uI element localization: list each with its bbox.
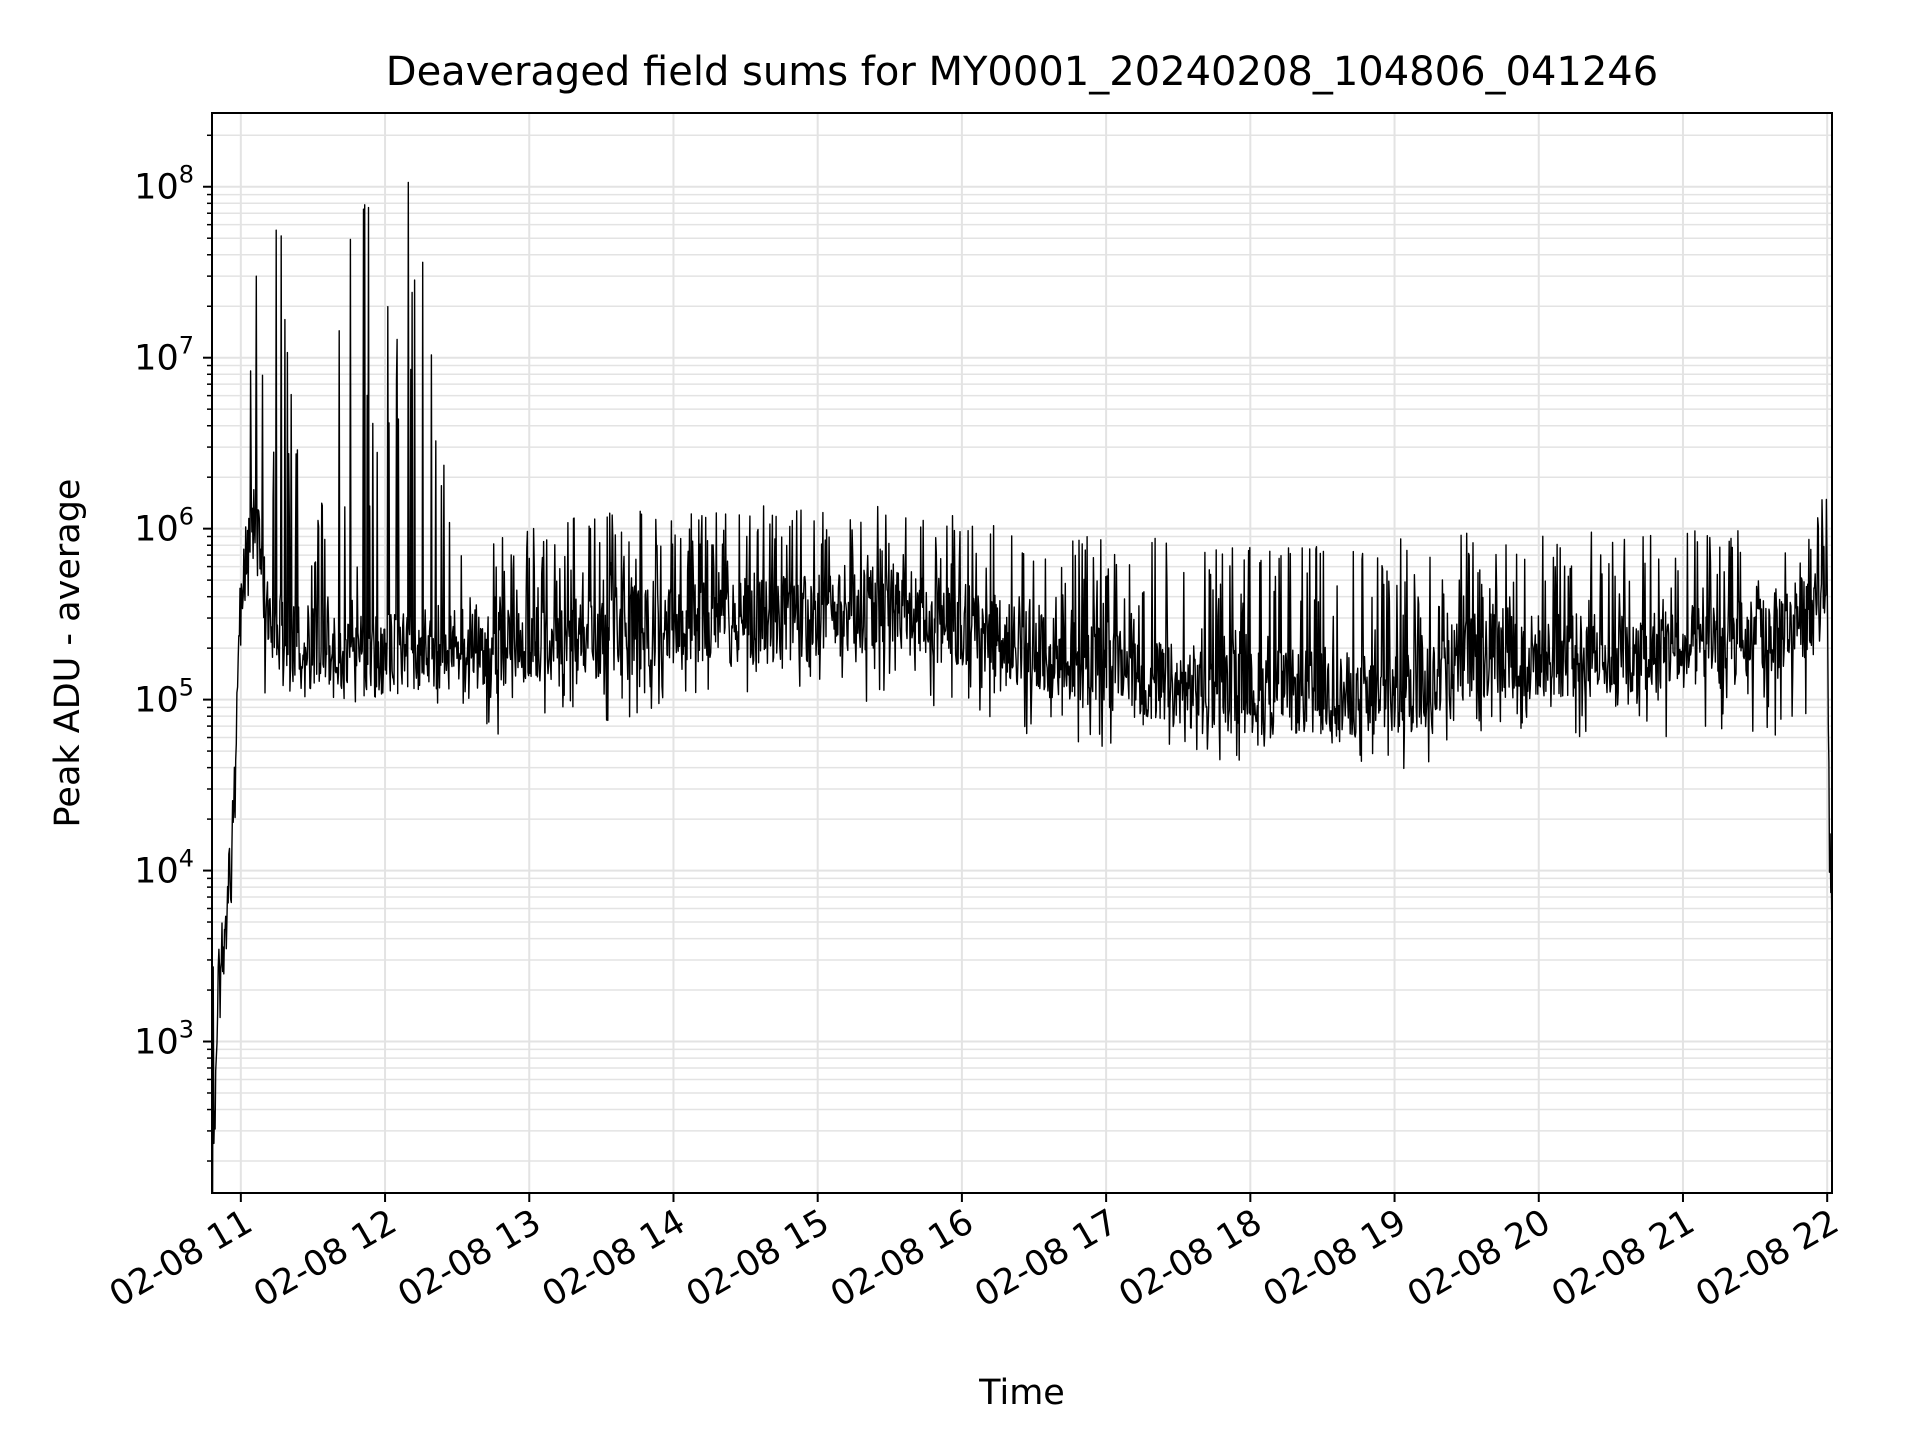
y-tick-label-base: 10 <box>134 339 179 379</box>
y-tick-label-exponent: 6 <box>179 503 194 531</box>
y-axis-label: Peak ADU - average <box>48 479 88 828</box>
y-tick-label-exponent: 3 <box>179 1016 194 1044</box>
chart-title: Deaveraged field sums for MY0001_2024020… <box>386 49 1658 95</box>
data-layer <box>211 181 1833 1194</box>
x-axis-label: Time <box>978 1373 1065 1413</box>
series-line <box>211 181 1833 1194</box>
y-tick-label-exponent: 8 <box>179 161 194 189</box>
y-tick-label: 104 <box>134 845 194 892</box>
plot-frame <box>211 112 1833 1194</box>
y-tick-label-base: 10 <box>134 852 179 892</box>
y-tick-label: 106 <box>134 503 194 550</box>
y-tick-label-exponent: 4 <box>179 845 194 873</box>
y-tick-label-base: 10 <box>134 168 179 208</box>
y-tick-label-base: 10 <box>134 510 179 550</box>
y-tick-label: 107 <box>134 332 194 379</box>
y-tick-label-base: 10 <box>134 1023 179 1063</box>
grid-layer <box>212 113 1832 1193</box>
y-tick-label: 105 <box>134 674 194 721</box>
y-tick-label: 103 <box>134 1016 194 1063</box>
y-tick-label-exponent: 5 <box>179 674 194 702</box>
y-tick-label-exponent: 7 <box>179 332 194 360</box>
y-tick-label: 108 <box>134 161 194 208</box>
y-tick-label-base: 10 <box>134 681 179 721</box>
